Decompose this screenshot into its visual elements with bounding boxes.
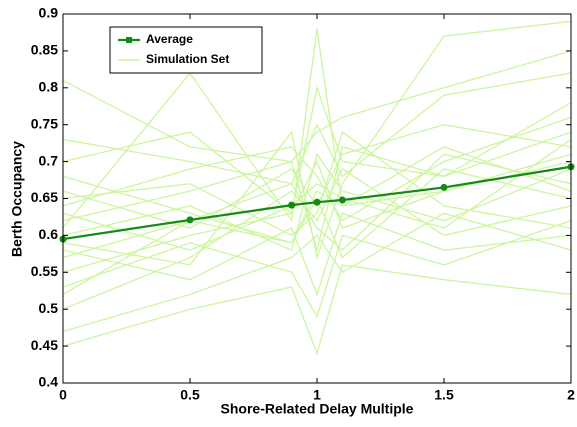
y-tick-label: 0.8 [39,79,59,95]
y-tick-label: 0.6 [39,226,59,242]
simulation-line [62,50,572,163]
simulation-line [62,168,572,310]
y-axis-label: Berth Occupancy [9,141,25,257]
y-tick-label: 0.75 [31,115,58,131]
y-tick-label: 0.5 [39,300,59,316]
simulation-line [62,116,572,222]
x-axis-label: Shore-Related Delay Multiple [221,401,414,417]
simulation-line [62,72,572,185]
legend-label: Average [146,32,193,46]
y-tick-label: 0.55 [31,263,58,279]
simulation-line [62,264,572,356]
y-tick-label: 0.4 [39,374,59,390]
average-marker [186,216,194,224]
legend-box [109,26,263,74]
y-tick-label: 0.7 [39,152,59,168]
simulation-line [62,146,572,244]
simulation-line [62,212,572,297]
simulation-line [62,212,572,332]
y-tick-label: 0.45 [31,337,58,353]
average-marker [338,196,346,204]
simulation-line [62,85,572,215]
simulation-line [62,138,572,251]
y-tick-label: 0.85 [31,42,58,58]
simulation-line [62,131,572,237]
simulation-line [62,152,572,252]
x-tick-label: 1.5 [434,387,454,403]
legend-marker [126,37,132,43]
x-tick-label: 0.5 [180,387,200,403]
x-tick-label: 1 [313,387,321,403]
legend-label: Simulation Set [146,52,229,66]
average-marker [440,183,448,191]
x-tick-label: 2 [567,387,575,403]
simulation-line [62,20,572,266]
simulation-line [62,124,572,229]
y-tick-label: 0.65 [31,189,58,205]
simulation-line [62,220,572,319]
average-marker [313,198,321,206]
plot-layer [59,20,575,356]
y-tick-label: 0.9 [39,5,59,21]
average-marker [288,201,296,209]
x-tick-label: 0 [59,387,67,403]
